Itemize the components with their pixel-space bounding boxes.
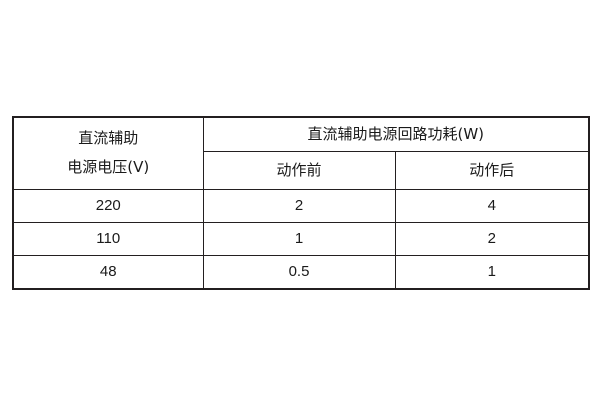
table-row: 48 0.5 1 (12, 255, 590, 290)
header-cell-after: 动作后 (394, 151, 590, 190)
header-row-secondary: 动作前 动作后 (13, 151, 590, 190)
header-row-primary: 直流辅助 电源电压(V) 直流辅助电源回路功耗(W) (12, 116, 590, 190)
header-cell-before: 动作前 (202, 151, 396, 190)
cell-voltage: 110 (12, 222, 204, 256)
cell-voltage: 220 (12, 189, 204, 223)
header-cell-voltage: 直流辅助 电源电压(V) (12, 116, 204, 190)
header-voltage-line2: 电源电压(V) (67, 158, 150, 176)
cell-before: 2 (202, 189, 396, 223)
cell-after: 2 (394, 222, 590, 256)
dc-auxiliary-power-consumption-table: 直流辅助 电源电压(V) 直流辅助电源回路功耗(W) 动作前 动作后 220 2… (12, 116, 591, 290)
header-voltage-line1: 直流辅助 (78, 129, 139, 148)
cell-voltage: 48 (12, 255, 204, 290)
cell-after: 4 (394, 189, 590, 223)
table-container: 直流辅助 电源电压(V) 直流辅助电源回路功耗(W) 动作前 动作后 220 2… (12, 116, 591, 290)
table-body: 220 2 4 110 1 2 48 0.5 1 (12, 189, 590, 290)
header-cell-group-power: 直流辅助电源回路功耗(W) (202, 116, 590, 152)
cell-after: 1 (394, 255, 590, 290)
table-row: 220 2 4 (12, 189, 590, 223)
cell-before: 0.5 (202, 255, 396, 290)
cell-before: 1 (202, 222, 396, 256)
table-row: 110 1 2 (12, 222, 590, 256)
table-header: 直流辅助 电源电压(V) 直流辅助电源回路功耗(W) 动作前 动作后 (12, 116, 590, 190)
